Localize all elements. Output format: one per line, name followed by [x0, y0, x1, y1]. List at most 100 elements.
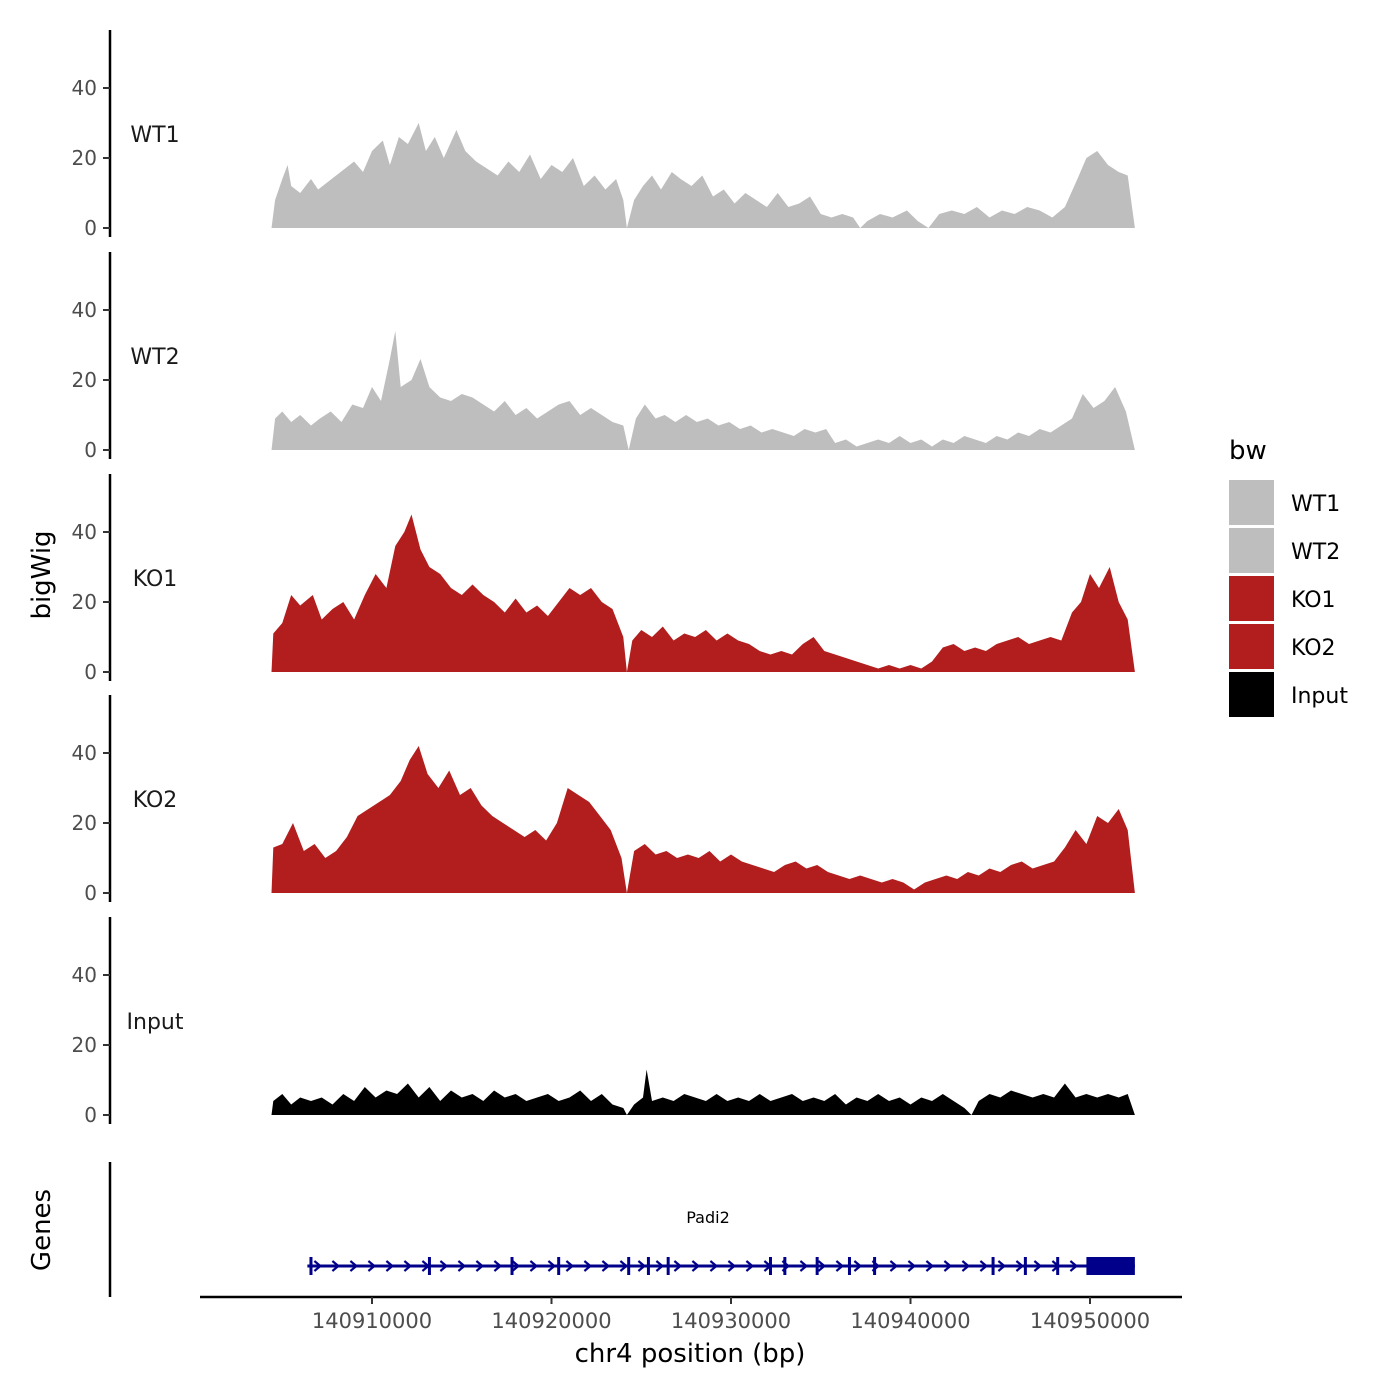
gene-exon	[991, 1257, 995, 1275]
legend-label-input: Input	[1291, 684, 1348, 709]
gene-exon	[847, 1257, 851, 1275]
strand-arrow	[349, 1260, 359, 1272]
legend-key-wt2	[1229, 528, 1274, 573]
strand-arrow	[979, 1260, 989, 1272]
x-tick-label: 140950000	[1030, 1309, 1150, 1333]
y-tick-label: 20	[72, 811, 97, 835]
y-tick-label: 0	[84, 881, 97, 905]
strand-arrow	[889, 1260, 899, 1272]
strand-arrow	[457, 1260, 467, 1272]
strand-arrow	[403, 1260, 413, 1272]
y-tick-label: 0	[84, 1103, 97, 1127]
strand-arrow	[835, 1260, 845, 1272]
y-tick-label: 20	[72, 146, 97, 170]
strand-arrow	[1033, 1260, 1043, 1272]
gene-exon	[427, 1257, 431, 1275]
y-tick-label: 40	[72, 741, 97, 765]
strand-arrow	[1015, 1260, 1025, 1272]
gene-exon	[783, 1257, 787, 1275]
strand-arrow	[529, 1260, 539, 1272]
x-tick-label: 140940000	[850, 1309, 970, 1333]
gene-exon	[1056, 1257, 1060, 1275]
strand-arrow	[475, 1260, 485, 1272]
signal-area-ko2	[271, 746, 1135, 893]
legend-label-wt1: WT1	[1291, 492, 1340, 517]
track-label-wt2: WT2	[130, 345, 179, 370]
track-panel-ko1: 0 20 40 KO1	[72, 474, 1135, 684]
y-tick-label: 40	[72, 963, 97, 987]
track-label-ko2: KO2	[133, 788, 178, 813]
strand-arrow	[331, 1260, 341, 1272]
strand-arrow	[565, 1260, 575, 1272]
strand-arrow	[817, 1260, 827, 1272]
track-panel-wt2: 0 20 40 WT2	[72, 252, 1135, 462]
gene-exon	[1023, 1257, 1027, 1275]
gene-exon	[510, 1257, 514, 1275]
y-tick-label: 40	[72, 298, 97, 322]
signal-area-wt1	[271, 123, 1135, 228]
strand-arrow	[493, 1260, 503, 1272]
strand-arrow	[583, 1260, 593, 1272]
strand-arrow	[619, 1260, 629, 1272]
x-tick-label: 140910000	[312, 1309, 432, 1333]
strand-arrow	[547, 1260, 557, 1272]
y-tick-label: 40	[72, 76, 97, 100]
y-tick-label: 40	[72, 520, 97, 544]
strand-arrow	[1069, 1260, 1079, 1272]
legend-key-input	[1229, 672, 1274, 717]
y-tick-label: 20	[72, 1033, 97, 1057]
gene-exon	[309, 1257, 313, 1275]
gene-model	[307, 1257, 1135, 1275]
strand-arrow	[907, 1260, 917, 1272]
strand-arrow	[745, 1260, 755, 1272]
x-tick-label: 140920000	[491, 1309, 611, 1333]
track-label-ko1: KO1	[133, 567, 178, 592]
strand-arrow	[637, 1260, 647, 1272]
strand-arrow	[367, 1260, 377, 1272]
track-panel-input: 0 20 40 Input	[72, 917, 1135, 1127]
gene-exon	[815, 1257, 819, 1275]
strand-arrow	[439, 1260, 449, 1272]
x-axis-title: chr4 position (bp)	[575, 1339, 806, 1369]
x-axis: 140910000 140920000 140930000 140940000 1409…	[200, 1295, 1182, 1369]
strand-arrow	[961, 1260, 971, 1272]
strand-arrow	[673, 1260, 683, 1272]
strand-arrow	[313, 1260, 323, 1272]
signal-area-ko1	[271, 514, 1135, 672]
legend-label-wt2: WT2	[1291, 540, 1340, 565]
strand-arrow	[709, 1260, 719, 1272]
y-tick-label: 20	[72, 368, 97, 392]
strand-arrow	[925, 1260, 935, 1272]
track-panel-wt1: 0 20 40 WT1	[72, 30, 1135, 240]
strand-arrow	[385, 1260, 395, 1272]
strand-arrow	[853, 1260, 863, 1272]
legend-title: bw	[1229, 436, 1267, 466]
gene-utr-block	[1086, 1257, 1135, 1275]
signal-area-wt2	[271, 331, 1135, 450]
strand-arrow	[655, 1260, 665, 1272]
strand-arrow	[799, 1260, 809, 1272]
gene-exon	[627, 1257, 631, 1275]
y-axis-title: bigWig	[27, 530, 57, 619]
track-label-wt1: WT1	[130, 123, 179, 148]
y-tick-label: 20	[72, 590, 97, 614]
gene-exon	[768, 1257, 772, 1275]
strand-arrow	[727, 1260, 737, 1272]
genes-track: Genes Padi2	[27, 1162, 1135, 1297]
gene-exon	[646, 1257, 650, 1275]
legend-label-ko2: KO2	[1291, 636, 1336, 661]
legend-key-ko1	[1229, 576, 1274, 621]
strand-arrow	[511, 1260, 521, 1272]
signal-area-input	[271, 1069, 1135, 1115]
genes-title: Genes	[27, 1189, 57, 1271]
y-tick-label: 0	[84, 216, 97, 240]
strand-arrow	[601, 1260, 611, 1272]
track-panels: 0 20 40 WT1 0 20 40 WT2 0 20 40 KO1 0 20 40 KO2 0 20 40 Inp…	[72, 30, 1135, 1127]
legend: bw WT1 WT2 KO1 KO2 Input	[1229, 436, 1348, 717]
legend-key-wt1	[1229, 480, 1274, 525]
strand-arrow	[943, 1260, 953, 1272]
gene-exon	[873, 1257, 877, 1275]
strand-arrow	[691, 1260, 701, 1272]
y-tick-label: 0	[84, 660, 97, 684]
